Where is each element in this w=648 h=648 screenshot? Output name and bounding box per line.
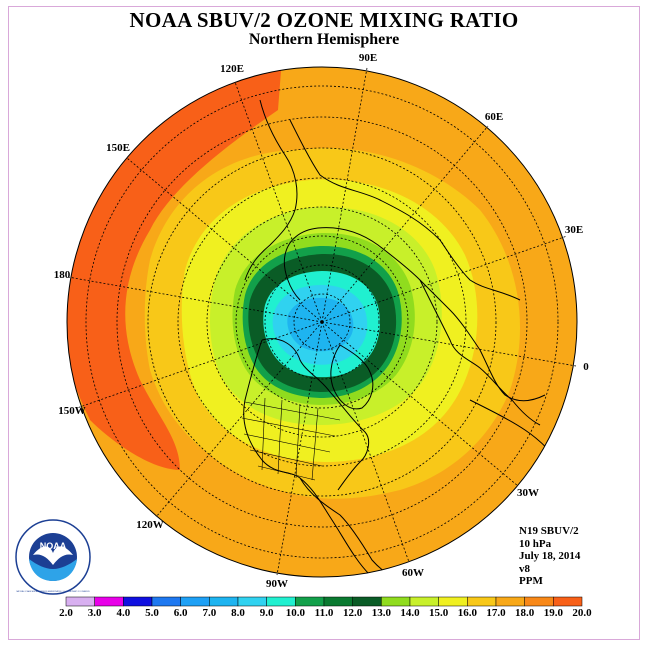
meridian-90w (276, 321, 323, 576)
colorbar-segment (409, 596, 439, 607)
metadata-block: N19 SBUV/2 10 hPa July 18, 2014 v8 PPM (519, 525, 580, 588)
colorbar-tick-label: 14.0 (400, 607, 420, 619)
colorbar-tick-label: 16.0 (457, 607, 477, 619)
colorbar-tick-labels: 2.0 3.0 4.0 5.0 6.0 7.0 8.0 9.0 10.0 11.0 12.0 13.0… (0, 607, 648, 621)
lon-label-60w: 60W (402, 567, 424, 579)
coastline-east-asia (244, 99, 298, 281)
meta-date: July 18, 2014 (519, 550, 581, 562)
figure-frame (8, 6, 640, 640)
meta-pressure: 10 hPa (519, 537, 552, 550)
latitude-circle-80 (293, 293, 351, 351)
meridian-120w (155, 321, 323, 518)
globe-outline (66, 66, 578, 578)
latitude-circle-60 (235, 235, 409, 409)
colorbar-tick-label: 20.0 (572, 607, 592, 619)
colorbar-segment (151, 596, 181, 607)
colorbar-segment (467, 596, 497, 607)
colorbar-segment (495, 596, 525, 607)
colorbar-segment (323, 596, 353, 607)
lon-label-120w: 120W (136, 519, 164, 531)
colorbar-tick-label: 9.0 (259, 607, 274, 619)
colorbar-segment (352, 596, 382, 607)
latitude-circle-20 (116, 116, 528, 528)
colorbar-tick-label: 13.0 (371, 607, 391, 619)
meridian-30e (321, 235, 568, 323)
colorbar-tick-label: 3.0 (87, 607, 102, 619)
latitude-circle-40 (177, 177, 467, 467)
meridian-150e (126, 157, 323, 323)
latitude-circle-10 (85, 85, 559, 559)
coastline-europe (419, 279, 541, 426)
colorbar-tick-label: 2.0 (59, 607, 73, 619)
latitude-circle-70 (264, 264, 380, 380)
meta-satellite: N19 SBUV/2 (519, 525, 579, 537)
meridian-90e (321, 67, 368, 323)
coastline-eurasia (283, 119, 546, 402)
meridian-0 (321, 321, 577, 367)
colorbar-tick-label: 10.0 (285, 607, 305, 619)
latitude-circle-50 (206, 206, 438, 438)
lon-label-0: 0 (583, 361, 589, 373)
colorbar-tick-label: 7.0 (202, 607, 217, 619)
meridian-150w (76, 321, 323, 409)
noaa-logo: NOAA NATIONAL OCEANIC AND ATMOSPHERIC AD… (15, 519, 91, 595)
colorbar-segment (65, 596, 95, 607)
colorbar-tick-label: 6.0 (173, 607, 188, 619)
colorbar-tick-label: 18.0 (515, 607, 535, 619)
us-state-grid (241, 397, 341, 481)
meta-version: v8 (519, 562, 530, 575)
meridian-60w (321, 321, 410, 563)
meta-units: PPM (519, 575, 543, 587)
map-subtitle: Northern Hemisphere (248, 31, 400, 48)
colorbar-segment (381, 596, 411, 607)
lon-label-150e: 150E (106, 142, 130, 154)
coastline-greenland (330, 344, 374, 410)
colorbar-tick-label: 12.0 (343, 607, 363, 619)
lon-label-150w: 150W (58, 405, 86, 417)
colorbar-segment (266, 596, 296, 607)
colorbar (65, 596, 583, 607)
meridian-180 (67, 276, 323, 323)
noaa-logo-text: NOAA (40, 541, 67, 551)
lon-label-120e: 120E (220, 63, 244, 75)
colorbar-segment (180, 596, 210, 607)
latitude-circle-30 (147, 147, 497, 497)
colorbar-tick-label: 8.0 (231, 607, 245, 619)
noaa-logo-ring-text: NATIONAL OCEANIC AND ATMOSPHERIC ADMINIS… (16, 590, 89, 593)
lon-label-60e: 60E (485, 111, 503, 123)
colorbar-segment (524, 596, 554, 607)
colorbar-segment (237, 596, 267, 607)
band-8-9 (287, 297, 354, 352)
colorbar-segment (123, 596, 153, 607)
lon-label-30w: 30W (517, 487, 539, 499)
colorbar-tick-label: 5.0 (145, 607, 159, 619)
colorbar-segment (438, 596, 468, 607)
lon-label-90w: 90W (266, 578, 288, 590)
map-title: NOAA SBUV/2 OZONE MIXING RATIO (129, 8, 519, 32)
lon-label-90e: 90E (359, 52, 377, 64)
colorbar-tick-label: 19.0 (543, 607, 563, 619)
colorbar-segment (295, 596, 325, 607)
colorbar-segment (94, 596, 124, 607)
colorbar-tick-label: 4.0 (116, 607, 131, 619)
meridian-60e (321, 125, 489, 323)
meridians (67, 67, 577, 576)
colorbar-segment (209, 596, 239, 607)
colorbar-tick-label: 15.0 (429, 607, 449, 619)
colorbar-tick-label: 11.0 (314, 607, 334, 619)
meridian-120e (234, 81, 323, 323)
meridian-30w (321, 321, 519, 487)
lon-label-180: 180 (54, 269, 71, 281)
graticule (85, 85, 559, 559)
longitude-labels: 90E 60E 30E 0 30W 60W 90W 120W 150W 180 … (54, 52, 590, 590)
colorbar-segment (553, 596, 583, 607)
lon-label-30e: 30E (565, 224, 583, 236)
colorbar-tick-label: 17.0 (486, 607, 506, 619)
